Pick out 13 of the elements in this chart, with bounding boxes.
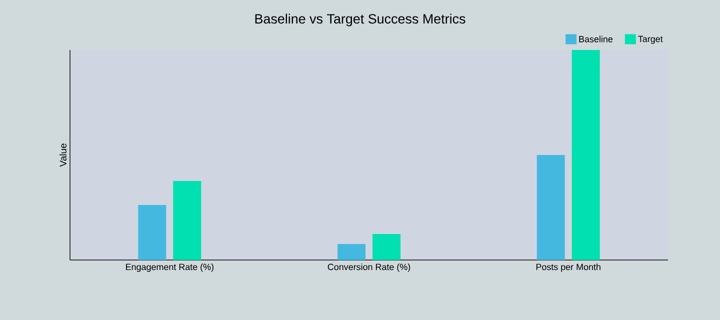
bar (372, 234, 401, 260)
bar (572, 50, 600, 260)
bar (173, 181, 202, 260)
legend-label: Baseline (579, 36, 613, 42)
bar (338, 244, 366, 260)
x-tick-label: Engagement Rate (%) (126, 264, 214, 272)
x-tick-label: Posts per Month (536, 264, 600, 272)
legend-label: Target (638, 36, 663, 44)
bar (138, 204, 166, 260)
chart-title: Baseline vs Target Success Metrics (255, 14, 466, 26)
x-tick-label: Conversion Rate (%) (328, 264, 410, 272)
y-axis-title: Value (60, 144, 66, 167)
bar (536, 155, 565, 260)
